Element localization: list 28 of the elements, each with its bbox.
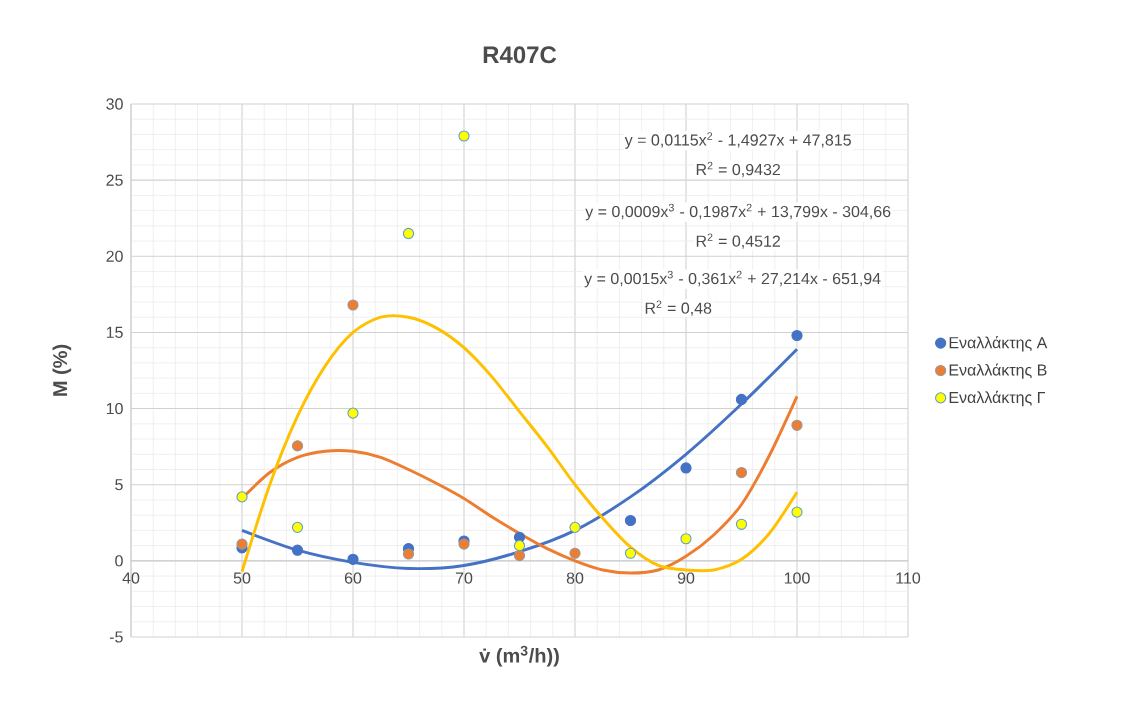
- x-tick-label: 90: [677, 572, 695, 584]
- legend-label: Εναλλάκτης Γ: [949, 390, 1046, 407]
- y-tick-label: 30: [106, 98, 123, 110]
- annotation: R$^{2}$ = 0,9432: [696, 161, 780, 178]
- x-tick-label: 80: [566, 572, 584, 584]
- y-axis-title: M (%): [52, 344, 72, 396]
- x-tick-label: 40: [122, 572, 140, 584]
- x-tick-label: 60: [344, 572, 362, 584]
- annotation: y = 0,0015x$^{3}$ - 0,361x$^{2}$ + 27,214x - 651,94: [584, 270, 881, 288]
- y-tick-label: 15: [106, 326, 123, 338]
- annotation: y = 0,0009x$^{3}$ - 0,1987x$^{2}$ + 13,799x - 304,66: [585, 203, 891, 221]
- x-axis-title: v̇ (m$^{3}$/h)): [479, 645, 559, 667]
- x-tick-label: 70: [455, 572, 473, 584]
- x-tick-label: 50: [233, 572, 251, 584]
- y-tick-label: 5: [115, 479, 123, 491]
- annotation: R$^{2}$ = 0,48: [645, 300, 712, 316]
- x-tick-label: 110: [896, 572, 921, 584]
- legend-label: Εναλλάκτης Β: [949, 363, 1047, 379]
- annotation: R$^{2}$ = 0,4512: [696, 233, 780, 249]
- annotation: y = 0,0115x$^{2}$ - 1,4927x + 47,815: [624, 132, 851, 149]
- x-tick-label: 100: [784, 572, 810, 584]
- y-tick-label: 10: [106, 402, 123, 415]
- y-tick-label: -5: [109, 631, 123, 643]
- y-tick-label: 20: [106, 250, 123, 262]
- chart-title: R407C: [483, 46, 557, 64]
- y-tick-label: 0: [115, 555, 123, 567]
- y-tick-label: 25: [106, 174, 123, 186]
- legend-label: Εναλλάκτης Α: [949, 336, 1048, 352]
